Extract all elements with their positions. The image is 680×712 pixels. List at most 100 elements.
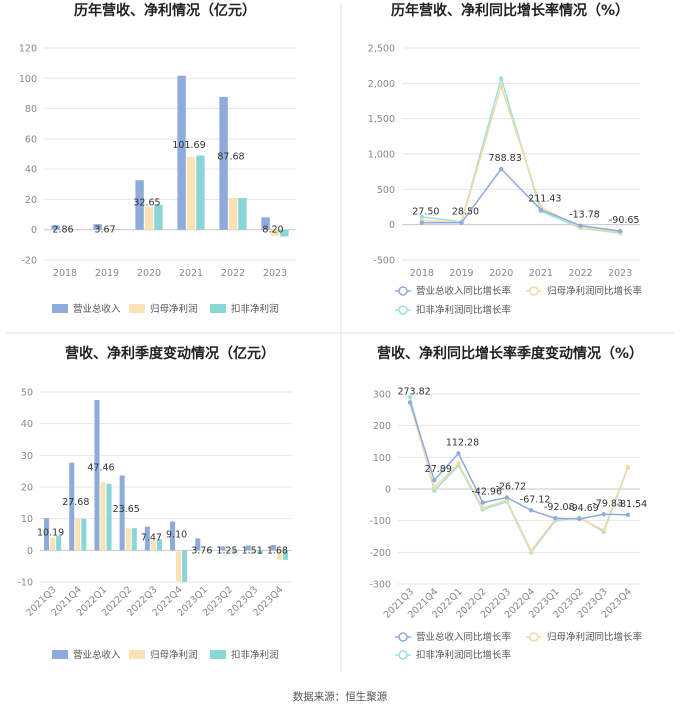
data-point bbox=[456, 451, 461, 456]
x-tick-label: 2023 bbox=[263, 268, 287, 279]
y-tick-label: 0 bbox=[385, 485, 391, 496]
legend-label: 归母净利润 bbox=[150, 649, 198, 661]
x-tick-label: 2020 bbox=[137, 268, 161, 279]
bar bbox=[102, 228, 112, 230]
bar bbox=[182, 550, 188, 582]
y-tick-label: 1,500 bbox=[368, 114, 395, 125]
bar bbox=[280, 229, 289, 237]
data-label: 273.82 bbox=[397, 386, 430, 397]
legend-label: 营业总收入 bbox=[73, 649, 121, 661]
bar bbox=[228, 197, 238, 230]
legend-marker bbox=[398, 632, 408, 642]
y-tick-label: -10 bbox=[17, 578, 33, 589]
data-label: 47.46 bbox=[87, 463, 114, 474]
data-point bbox=[498, 83, 504, 89]
bar bbox=[177, 75, 186, 230]
data-point bbox=[578, 223, 583, 228]
legend-swatch bbox=[129, 304, 145, 313]
data-label: 3.67 bbox=[94, 225, 115, 236]
y-tick-label: 60 bbox=[25, 134, 37, 145]
y-tick-label: 2,000 bbox=[368, 79, 395, 90]
y-tick-label: 500 bbox=[377, 185, 395, 196]
bar bbox=[196, 155, 205, 230]
data-label: 788.83 bbox=[489, 153, 522, 164]
bar bbox=[50, 537, 56, 551]
data-label: -67.12 bbox=[520, 494, 551, 505]
legend-label: 扣非净利润同比增长率 bbox=[416, 649, 512, 661]
y-tick-label: 50 bbox=[21, 388, 33, 399]
legend-swatch bbox=[52, 650, 68, 659]
data-point bbox=[480, 500, 485, 505]
data-label: 3.76 bbox=[191, 545, 212, 556]
x-tick-label: 2018 bbox=[53, 268, 77, 279]
series-line bbox=[409, 402, 628, 520]
data-label: -90.65 bbox=[609, 215, 640, 226]
x-tick-label: 2020 bbox=[489, 268, 513, 279]
x-tick-label: 2023 bbox=[608, 268, 632, 279]
bar bbox=[226, 550, 232, 552]
annual-growth-rate-chart: 历年营收、净利同比增长率情况（%） -500 0 500 1,000 1,500 2,000… bbox=[368, 2, 643, 316]
legend-marker bbox=[529, 632, 539, 642]
quarterly-revenue-profit-chart: 营收、净利季度变动情况（亿元） -10 0 10 20 30 40 50 10.19 27.68 4… bbox=[17, 345, 292, 661]
bar bbox=[100, 482, 106, 551]
annual-revenue-profit-chart: 历年营收、净利情况（亿元） -20 0 20 40 60 80 100 120 2.86 3.67 3… bbox=[19, 2, 296, 315]
data-point bbox=[625, 512, 631, 518]
bar bbox=[270, 229, 280, 236]
bar bbox=[195, 538, 201, 551]
bar bbox=[125, 528, 131, 551]
data-label: -26.72 bbox=[496, 481, 527, 492]
data-label: 1.25 bbox=[216, 545, 237, 556]
bar bbox=[144, 207, 154, 230]
bar bbox=[144, 526, 150, 551]
x-tick-label: 2018 bbox=[410, 268, 434, 279]
y-tick-label: 80 bbox=[25, 104, 37, 115]
data-point bbox=[528, 548, 534, 553]
bar bbox=[257, 550, 263, 555]
bar bbox=[282, 550, 288, 560]
data-label: 101.69 bbox=[172, 140, 205, 151]
data-label: 211.43 bbox=[528, 194, 561, 205]
data-label: -94.69 bbox=[568, 503, 599, 514]
bar bbox=[186, 157, 196, 230]
data-point bbox=[625, 464, 631, 470]
data-label: -79.83 bbox=[592, 498, 623, 509]
legend-swatch bbox=[52, 304, 68, 313]
y-tick-label: 2,500 bbox=[368, 44, 395, 55]
bar bbox=[154, 204, 163, 230]
bar bbox=[261, 217, 270, 230]
bar bbox=[119, 475, 125, 551]
y-tick-label: -20 bbox=[21, 256, 37, 267]
data-label: -42.96 bbox=[471, 487, 502, 498]
data-label: -13.78 bbox=[569, 210, 600, 221]
legend-label: 归母净利润同比增长率 bbox=[547, 285, 643, 297]
chart-title: 营收、净利季度变动情况（亿元） bbox=[65, 345, 275, 362]
legend-marker bbox=[398, 286, 408, 296]
bar bbox=[112, 229, 121, 230]
bar bbox=[51, 225, 60, 230]
data-point bbox=[432, 488, 437, 493]
bar bbox=[270, 545, 276, 551]
x-tick-label: 2021 bbox=[529, 268, 553, 279]
data-point bbox=[553, 515, 558, 521]
legend-label: 营业总收入同比增长率 bbox=[416, 631, 512, 643]
data-point bbox=[432, 477, 437, 483]
data-point bbox=[419, 214, 425, 220]
x-tick-label: 2019 bbox=[449, 268, 473, 279]
bar bbox=[69, 462, 75, 551]
legend-swatch bbox=[210, 304, 226, 313]
data-point bbox=[407, 400, 413, 405]
data-label: 23.65 bbox=[113, 504, 140, 515]
bar bbox=[81, 518, 87, 551]
y-tick-label: 300 bbox=[373, 390, 391, 401]
data-point bbox=[407, 394, 413, 400]
y-tick-label: 20 bbox=[21, 483, 33, 494]
data-label: -92.08 bbox=[544, 502, 575, 513]
y-tick-label: -500 bbox=[373, 256, 395, 267]
data-point bbox=[419, 220, 425, 225]
data-point bbox=[601, 512, 606, 517]
y-tick-label: -300 bbox=[369, 580, 391, 591]
y-tick-label: 40 bbox=[25, 165, 37, 176]
data-point bbox=[617, 228, 623, 234]
y-tick-label: 20 bbox=[25, 195, 37, 206]
